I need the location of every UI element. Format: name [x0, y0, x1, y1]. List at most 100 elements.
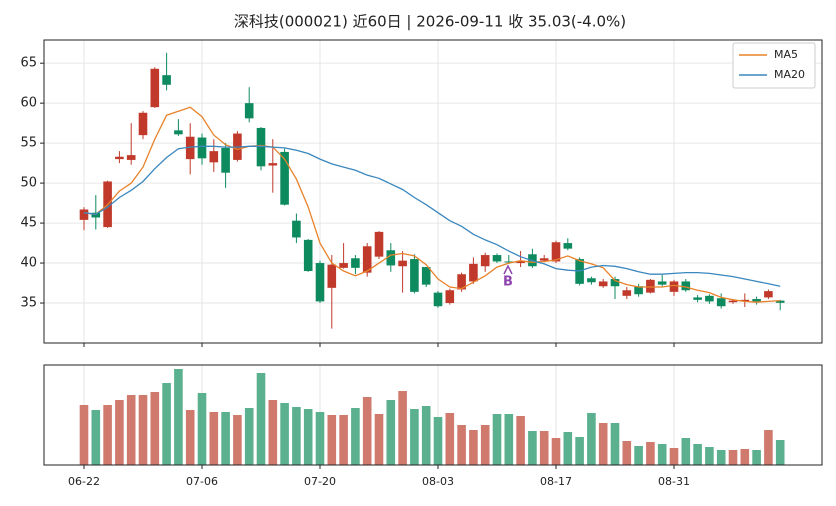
candle-body	[587, 278, 596, 283]
candle-body	[410, 259, 419, 292]
candle-body	[457, 274, 466, 290]
candle-body	[598, 281, 608, 287]
candle-body	[398, 260, 407, 267]
volume-bar	[669, 448, 679, 465]
volume-bar	[126, 395, 136, 465]
candle-body	[268, 163, 278, 166]
volume-bar	[657, 444, 667, 465]
volume-bar	[610, 423, 620, 465]
candle-body	[551, 242, 561, 262]
candle-body	[174, 130, 183, 135]
volume-bar	[551, 438, 561, 465]
candle-body	[386, 250, 396, 266]
candle-body	[79, 209, 89, 220]
candle-body	[492, 255, 502, 262]
volume-bar	[209, 412, 219, 465]
candle-body	[610, 279, 620, 287]
volume-bar	[185, 410, 195, 465]
candle-body	[256, 127, 266, 167]
candle-body	[740, 299, 750, 302]
y-tick-label: 40	[20, 256, 37, 271]
volume-bar	[292, 407, 301, 465]
candle-body	[327, 264, 337, 288]
volume-frame	[43, 364, 823, 466]
volume-bar	[410, 409, 419, 465]
y-tick-label: 50	[20, 176, 37, 191]
candle-body	[646, 279, 655, 293]
volume-bar	[115, 400, 124, 465]
candle-body	[303, 239, 313, 272]
volume-bar	[728, 450, 738, 465]
volume-bar	[563, 432, 573, 465]
volume-bar	[693, 444, 702, 465]
candle-body	[480, 255, 490, 267]
y-tick-label: 35	[20, 296, 37, 311]
candle-body	[705, 295, 714, 302]
volume-bar	[504, 414, 514, 465]
candle-body	[351, 258, 360, 268]
volume-bar	[150, 392, 160, 465]
y-tick-label: 45	[20, 216, 37, 231]
volume-bar	[280, 403, 289, 465]
candle-body	[126, 155, 136, 160]
annotation-arrow	[503, 264, 513, 275]
volume-bar	[587, 413, 596, 465]
volume-bar	[303, 409, 313, 465]
volume-bar	[575, 437, 584, 465]
volume-bar	[79, 405, 89, 465]
candle-body	[209, 151, 219, 163]
candle-body	[115, 156, 124, 160]
candle-body	[339, 263, 348, 268]
volume-bar	[339, 415, 348, 465]
candle-body	[669, 281, 679, 292]
x-tick-label: 08-31	[658, 475, 690, 488]
candle-body	[292, 220, 301, 238]
candle-body	[374, 231, 384, 257]
candle-body	[150, 68, 160, 108]
plot-layer	[44, 40, 822, 465]
chart-title: 深科技(000021) 近60日 | 2026-09-11 收 35.03(-4…	[234, 13, 626, 31]
x-tick-label: 07-20	[304, 475, 336, 488]
volume-bar	[315, 412, 325, 465]
volume-bar	[775, 440, 785, 465]
ma-line	[83, 145, 781, 287]
volume-bar	[162, 383, 171, 465]
volume-bar	[138, 395, 148, 465]
candle-body	[563, 243, 573, 249]
candle-body	[775, 300, 785, 303]
candle-body	[504, 261, 514, 263]
volume-bar	[622, 441, 632, 465]
volume-bar	[457, 425, 466, 465]
candle-body	[469, 263, 478, 282]
candle-body	[421, 267, 431, 285]
volume-bar	[752, 450, 761, 465]
volume-bar	[681, 438, 691, 465]
candle-body	[516, 261, 525, 264]
volume-bar	[598, 423, 608, 465]
candle-body	[728, 300, 738, 303]
candle-body	[622, 290, 632, 296]
volume-bar	[646, 442, 655, 465]
candle-body	[280, 151, 289, 205]
volume-bar	[705, 447, 714, 465]
volume-bar	[268, 400, 278, 465]
candle-body	[315, 263, 325, 302]
volume-bar	[256, 373, 266, 465]
x-tick-label: 08-17	[540, 475, 572, 488]
y-tick-label: 65	[20, 56, 37, 71]
volume-bar	[492, 414, 502, 465]
candle-body	[197, 137, 207, 159]
y-tick-label: 60	[20, 96, 37, 111]
volume-bar	[174, 369, 183, 465]
candle-body	[221, 147, 230, 173]
candle-body	[162, 75, 171, 85]
volume-bar	[764, 430, 773, 465]
candle-body	[681, 281, 691, 291]
x-tick-label: 06-22	[68, 475, 100, 488]
volume-bar	[634, 446, 643, 465]
ma-line	[83, 106, 781, 303]
candle-body	[764, 291, 773, 298]
x-tick-label: 07-06	[186, 475, 218, 488]
volume-bar	[469, 430, 478, 465]
